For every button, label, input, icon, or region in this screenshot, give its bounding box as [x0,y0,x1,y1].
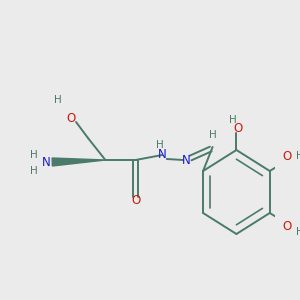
Text: O: O [131,194,140,208]
Text: O: O [66,112,75,124]
Text: O: O [283,151,292,164]
Text: O: O [234,122,243,136]
Text: H: H [30,150,38,160]
Text: H: H [209,130,217,140]
Text: H: H [54,95,62,105]
Text: H: H [296,151,300,161]
Text: H: H [157,140,164,150]
Text: N: N [158,148,167,161]
Text: N: N [182,154,190,166]
Text: H: H [229,115,237,125]
Text: N: N [41,155,50,169]
Text: H: H [30,166,38,176]
Text: H: H [296,227,300,237]
Text: O: O [283,220,292,233]
Polygon shape [52,158,105,166]
